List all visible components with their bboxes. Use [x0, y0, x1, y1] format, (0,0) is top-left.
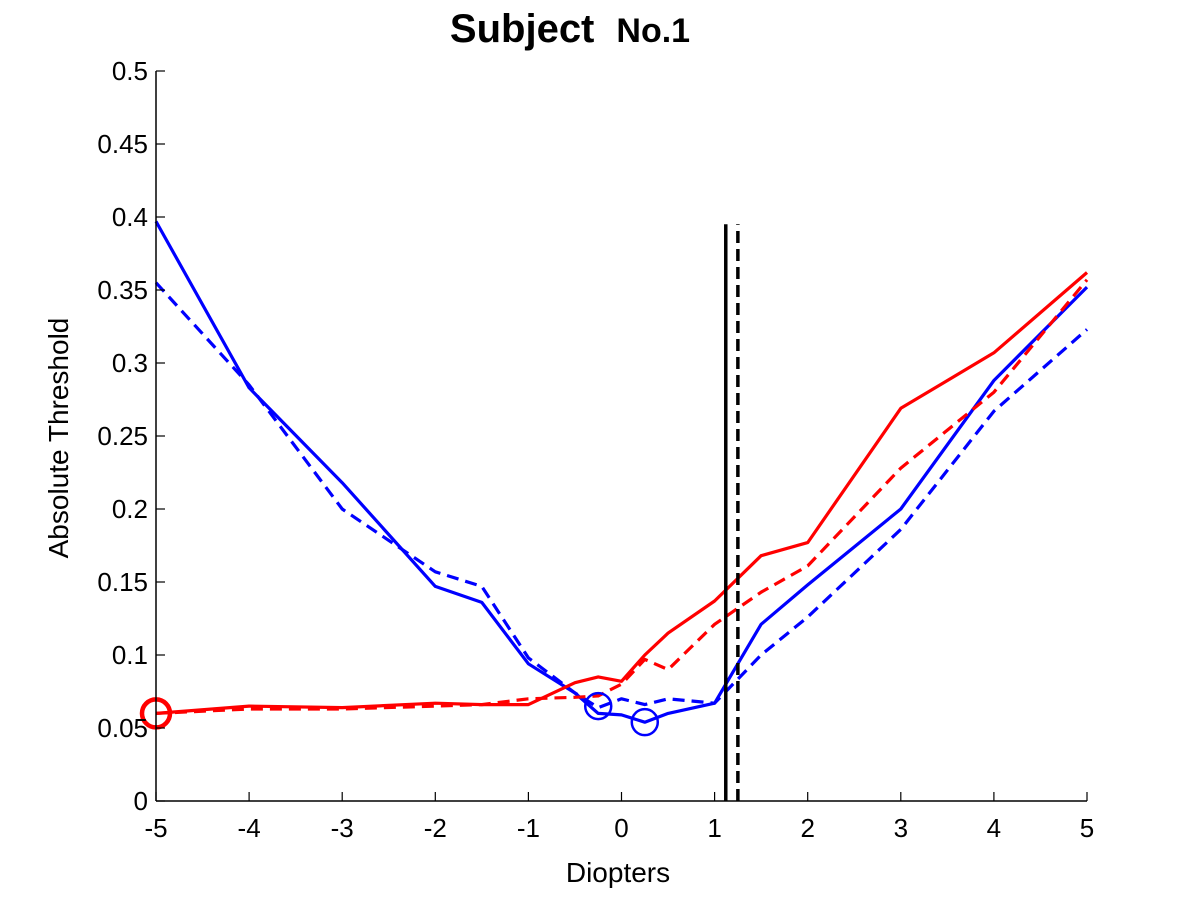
y-tick-label: 0.5 — [112, 56, 148, 86]
series-line-3 — [155, 271, 1089, 715]
series-line-2 — [154, 281, 1089, 710]
reference-lines — [724, 224, 740, 801]
chart-title-main: Subject — [450, 7, 594, 51]
x-tick-label: -2 — [424, 813, 447, 843]
x-tick-label: -5 — [144, 813, 167, 843]
x-tick-label: 4 — [987, 813, 1001, 843]
circle-marker-2 — [583, 691, 613, 721]
x-axis-label: Diopters — [566, 857, 670, 888]
y-axis-label: Absolute Threshold — [43, 318, 74, 559]
x-tick-label: -4 — [238, 813, 261, 843]
y-tick-label: 0.1 — [112, 640, 148, 670]
x-tick-label: 3 — [894, 813, 908, 843]
series-layer — [154, 220, 1089, 724]
y-tick-label: 0.2 — [112, 494, 148, 524]
circle-marker-3 — [630, 707, 660, 737]
x-tick-label: 1 — [707, 813, 721, 843]
y-tick-label: 0.45 — [97, 129, 148, 159]
y-tick-label: 0 — [134, 786, 148, 816]
y-tick-label: 0.4 — [112, 202, 148, 232]
y-tick-label: 0.25 — [97, 421, 148, 451]
chart-title-suffix: No.1 — [616, 12, 690, 50]
x-tick-label: 0 — [614, 813, 628, 843]
x-tick-label: -1 — [517, 813, 540, 843]
series-line-4 — [155, 278, 1089, 715]
axes: 0 0.05 0.1 0.15 0.2 0.25 0.3 0.35 0.4 0.45 0.5 -5 -4… — [97, 56, 1094, 843]
chart-title: Subject No.1 — [450, 7, 690, 51]
y-tick-label: 0.05 — [97, 713, 148, 743]
y-tick-label: 0.3 — [112, 348, 148, 378]
x-tick-label: 2 — [800, 813, 814, 843]
x-tick-label: -3 — [331, 813, 354, 843]
y-tick-label: 0.35 — [97, 275, 148, 305]
x-tick-label: 5 — [1080, 813, 1094, 843]
y-tick-label: 0.15 — [97, 567, 148, 597]
